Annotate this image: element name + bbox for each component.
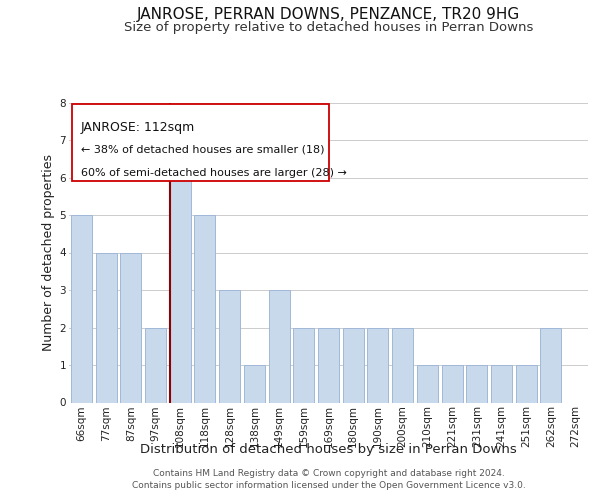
Bar bbox=[318, 328, 339, 402]
Bar bbox=[145, 328, 166, 402]
Text: Size of property relative to detached houses in Perran Downs: Size of property relative to detached ho… bbox=[124, 21, 533, 34]
Bar bbox=[293, 328, 314, 402]
Bar bbox=[95, 252, 116, 402]
Text: Distribution of detached houses by size in Perran Downs: Distribution of detached houses by size … bbox=[140, 442, 517, 456]
Bar bbox=[392, 328, 413, 402]
Bar bbox=[466, 365, 487, 403]
Text: JANROSE, PERRAN DOWNS, PENZANCE, TR20 9HG: JANROSE, PERRAN DOWNS, PENZANCE, TR20 9H… bbox=[137, 8, 520, 22]
Bar bbox=[417, 365, 438, 403]
Text: JANROSE: 112sqm: JANROSE: 112sqm bbox=[81, 120, 195, 134]
Text: Contains public sector information licensed under the Open Government Licence v3: Contains public sector information licen… bbox=[132, 481, 526, 490]
Bar bbox=[194, 215, 215, 402]
FancyBboxPatch shape bbox=[71, 104, 329, 180]
Bar bbox=[244, 365, 265, 403]
Text: ← 38% of detached houses are smaller (18): ← 38% of detached houses are smaller (18… bbox=[81, 144, 325, 154]
Y-axis label: Number of detached properties: Number of detached properties bbox=[43, 154, 55, 351]
Bar bbox=[516, 365, 537, 403]
Text: Contains HM Land Registry data © Crown copyright and database right 2024.: Contains HM Land Registry data © Crown c… bbox=[153, 469, 505, 478]
Bar bbox=[120, 252, 141, 402]
Bar bbox=[491, 365, 512, 403]
Bar bbox=[442, 365, 463, 403]
Bar bbox=[367, 328, 388, 402]
Bar bbox=[170, 140, 191, 402]
Text: 60% of semi-detached houses are larger (28) →: 60% of semi-detached houses are larger (… bbox=[81, 168, 347, 178]
Bar bbox=[219, 290, 240, 403]
Bar bbox=[71, 215, 92, 402]
Bar bbox=[541, 328, 562, 402]
Bar bbox=[269, 290, 290, 403]
Bar bbox=[343, 328, 364, 402]
